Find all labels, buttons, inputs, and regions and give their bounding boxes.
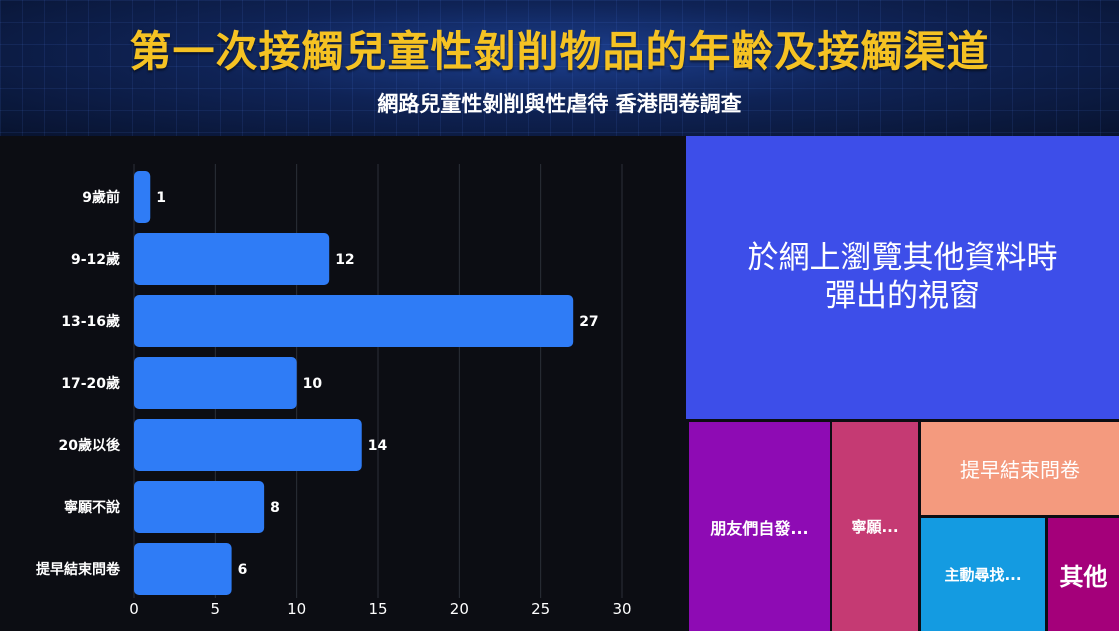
x-tick-label: 25	[531, 600, 550, 618]
category-label: 9歲前	[82, 189, 120, 206]
category-label: 寧願不說	[64, 499, 120, 516]
treemap-tile-other[interactable]: 其他	[1048, 518, 1119, 631]
treemap-tile-label: 於網上瀏覽其他資料時 彈出的視窗	[747, 240, 1058, 314]
category-label: 17-20歲	[61, 375, 120, 392]
data-label: 8	[270, 500, 280, 516]
x-tick-label: 5	[211, 600, 221, 618]
bar[interactable]	[134, 233, 330, 285]
treemap-tile-label: 提早結束問卷	[960, 458, 1080, 482]
data-label: 14	[368, 438, 388, 454]
page-subtitle: 網路兒童性剝削與性虐待 香港問卷調查	[377, 92, 742, 116]
page-title: 第一次接觸兒童性剝削物品的年齡及接觸渠道	[129, 27, 990, 76]
x-tick-label: 10	[287, 600, 306, 618]
x-tick-label: 30	[612, 600, 631, 618]
bar[interactable]	[134, 419, 362, 471]
x-tick-label: 0	[129, 600, 139, 618]
data-label: 10	[303, 376, 323, 392]
header-grid-pattern	[0, 0, 1119, 136]
x-tick-label: 15	[368, 600, 387, 618]
treemap-tile-label: 朋友們自發...	[710, 518, 809, 538]
x-tick-label: 20	[450, 600, 469, 618]
data-label: 27	[579, 314, 598, 330]
bar[interactable]	[134, 171, 151, 223]
data-label: 12	[335, 252, 354, 268]
treemap-tile-label: 寧願...	[851, 518, 899, 536]
header-banner: 第一次接觸兒童性剝削物品的年齡及接觸渠道 網路兒童性剝削與性虐待 香港問卷調查	[0, 0, 1119, 136]
category-label: 9-12歲	[71, 251, 120, 268]
category-label: 提早結束問卷	[36, 561, 121, 578]
treemap-tile-prefer-not-say[interactable]: 寧願...	[832, 422, 918, 631]
bar-chart-svg: 9歲前 1 9-12歲 12 13-16歲 27 17-20歲 10 20歲以後 14 寧願不說 8 提…	[36, 164, 632, 618]
category-label: 20歲以後	[59, 437, 121, 454]
treemap-tile-popup-window[interactable]: 於網上瀏覽其他資料時 彈出的視窗	[686, 136, 1119, 419]
bar[interactable]	[134, 543, 232, 595]
category-label: 13-16歲	[61, 313, 120, 330]
data-label: 6	[238, 562, 248, 578]
age-bar-chart: 9歲前 1 9-12歲 12 13-16歲 27 17-20歲 10 20歲以後 14 寧願不說 8 提…	[0, 136, 686, 631]
treemap-tile-early-exit[interactable]: 提早結束問卷	[921, 422, 1119, 515]
bar[interactable]	[134, 357, 297, 409]
data-label: 1	[156, 190, 166, 206]
treemap-tile-label: 其他	[1059, 563, 1108, 591]
bar[interactable]	[134, 295, 574, 347]
channel-treemap: 於網上瀏覽其他資料時 彈出的視窗 朋友們自發... 寧願... 提早結束問卷 主…	[686, 136, 1119, 631]
treemap-tile-friends[interactable]: 朋友們自發...	[689, 422, 830, 631]
treemap-tile-label: 主動尋找...	[944, 566, 1022, 584]
bar[interactable]	[134, 481, 265, 533]
treemap-tile-active-search[interactable]: 主動尋找...	[921, 518, 1045, 631]
